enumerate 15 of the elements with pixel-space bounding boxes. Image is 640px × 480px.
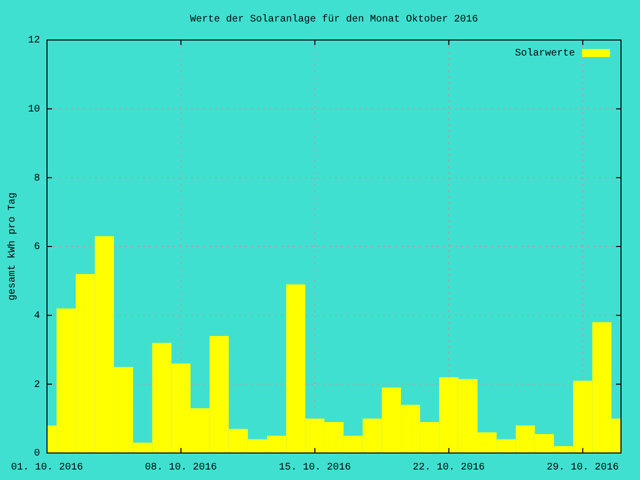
x-tick-label: 29. 10. 2016	[546, 462, 619, 474]
x-tick-label: 22. 10. 2016	[412, 462, 485, 474]
y-tick-label: 6	[34, 242, 40, 254]
y-tick-label: 8	[34, 173, 40, 184]
y-tick-label: 2	[34, 380, 40, 391]
x-tick-label: 08. 10. 2016	[144, 462, 217, 474]
x-tick-label: 01. 10. 2016	[10, 462, 84, 474]
y-tick-label: 10	[28, 104, 40, 116]
x-tick-label: 15. 10. 2016	[278, 462, 351, 474]
y-tick-label: 12	[28, 36, 40, 47]
y-axis-title: gesamt kWh pro Tag	[6, 192, 19, 301]
chart-title: Werte der Solaranlage für den Monat Oktober 2016	[190, 14, 478, 26]
legend-label: Solarwerte	[514, 48, 575, 60]
y-tick-label: 0	[34, 448, 40, 460]
y-tick-label: 4	[34, 310, 40, 322]
